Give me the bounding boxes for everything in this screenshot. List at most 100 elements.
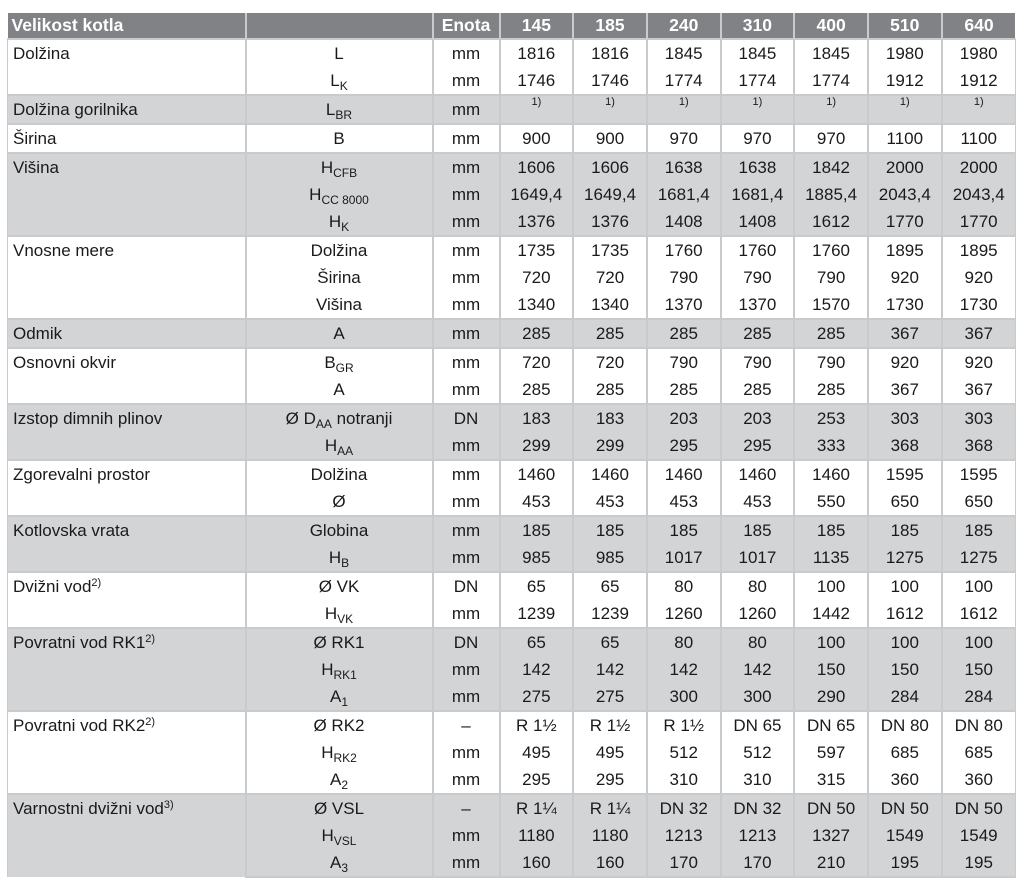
value-cell: 160	[498, 849, 574, 878]
value-cell: 900	[572, 123, 647, 153]
value-cell: 183	[498, 403, 574, 432]
group-label: Višina	[7, 152, 246, 236]
value-cell: 1612	[940, 600, 1016, 628]
value-cell: R 1¼	[498, 793, 574, 822]
value-cell: 1549	[866, 822, 942, 849]
header-symbol	[244, 13, 433, 39]
group-label: Dvižni vod2)	[7, 571, 246, 628]
value-cell: 790	[645, 264, 721, 291]
group-label-text: Vnosne mere	[13, 241, 115, 260]
value-cell: 275	[498, 683, 574, 711]
footnote-ref: 2)	[145, 716, 156, 728]
value-cell: 720	[498, 347, 574, 376]
value-cell: 1606	[498, 152, 574, 181]
value-cell: 185	[645, 515, 721, 544]
value-cell: 290	[793, 683, 868, 711]
value-cell: 65	[498, 627, 574, 656]
value-cell: 1213	[719, 822, 795, 849]
value-cell: 453	[572, 488, 647, 516]
value-cell: R 1½	[645, 710, 721, 739]
group-label: Vnosne mere	[7, 235, 246, 319]
value-cell: 1376	[498, 208, 574, 236]
value-cell: 284	[940, 683, 1016, 711]
value-cell: 920	[866, 264, 942, 291]
table-row: Dvižni vod2) Ø VK DN 65 65 80 80 100 100 100	[7, 571, 1016, 628]
value-cell: 360	[866, 766, 942, 794]
value-cell: 900	[498, 123, 574, 153]
value-cell: 1100	[940, 123, 1016, 153]
value-cell: 295	[498, 766, 574, 794]
symbol: L	[330, 71, 340, 90]
value-cell: 685	[866, 739, 942, 766]
symbol-cell: HRK2	[244, 739, 433, 766]
group-label-text: Odmik	[13, 324, 63, 343]
value-cell: 1845	[719, 38, 795, 67]
group-label-text: Varnostni dvižni vod	[13, 799, 164, 818]
value-cell: 1549	[940, 822, 1016, 849]
value-cell: 295	[719, 432, 795, 460]
value-cell: 203	[719, 403, 795, 432]
unit-cell: mm	[431, 235, 500, 264]
group-label: Izstop dimnih plinov	[7, 403, 246, 460]
table-row: HK mm 1376 1376 1408 1408 1612 1770 1770	[8, 208, 1016, 236]
value-cell: 1260	[719, 600, 795, 628]
value-cell: DN 65	[719, 710, 795, 739]
table-row: A1 mm 275 275 300 300 290 284 284	[8, 683, 1016, 711]
group-label: Odmik	[7, 318, 246, 348]
value-cell: 1275	[940, 544, 1016, 572]
symbol-subscript: 3	[341, 861, 349, 875]
value-cell: 720	[572, 347, 647, 376]
value-cell: 80	[645, 571, 721, 600]
symbol-subscript: B	[341, 556, 350, 570]
value-cell: 1595	[866, 459, 942, 488]
symbol: Širina	[317, 268, 361, 287]
value-cell: 1180	[572, 822, 647, 849]
value-cell: 1017	[719, 544, 795, 572]
symbol-subscript: VK	[337, 612, 354, 626]
header-unit: Enota	[431, 13, 500, 39]
group-label: Zgorevalni prostor	[7, 459, 246, 516]
value-cell: 367	[940, 376, 1016, 404]
symbol-cell: Ø DAA notranji	[244, 403, 433, 432]
table-row: HVK mm 1239 1239 1260 1260 1442 1612 1612	[8, 600, 1016, 628]
symbol: A	[329, 853, 342, 872]
symbol-cell: Ø VSL	[244, 793, 433, 822]
unit-cell: mm	[431, 432, 500, 460]
value-cell: 920	[940, 264, 1016, 291]
unit-cell: mm	[431, 683, 500, 711]
value-cell: 315	[793, 766, 868, 794]
value-cell: 1570	[793, 291, 868, 319]
value-cell: 285	[645, 376, 721, 404]
value-cell: 1370	[719, 291, 795, 319]
value-cell: 1460	[719, 459, 795, 488]
value-cell: DN 50	[866, 793, 942, 822]
value-cell: DN 32	[719, 793, 795, 822]
value-cell: 1760	[645, 235, 721, 264]
symbol: A	[329, 770, 342, 789]
symbol-subscript: RK2	[333, 751, 357, 765]
footnote-value: 1)	[678, 96, 689, 108]
symbol-cell: A1	[244, 683, 433, 711]
value-cell: 100	[866, 627, 942, 656]
value-cell: 1770	[866, 208, 942, 236]
value-cell: 160	[572, 849, 647, 878]
symbol: L	[334, 44, 344, 63]
group-label: Povratni vod RK12)	[7, 627, 246, 711]
symbol-subscript: 1	[341, 695, 349, 709]
value-cell: 920	[866, 347, 942, 376]
group-label: Širina	[7, 123, 246, 153]
unit-cell: mm	[431, 94, 500, 124]
symbol-cell: Ø VK	[244, 571, 433, 600]
value-cell: 495	[572, 739, 647, 766]
group-label-text: Povratni vod RK2	[13, 716, 146, 735]
symbol: H	[309, 185, 322, 204]
table-row: Višina mm 1340 1340 1370 1370 1570 1730 1730	[8, 291, 1016, 319]
value-cell: 1)	[719, 94, 795, 124]
value-cell: 1770	[940, 208, 1016, 236]
value-cell: 1460	[793, 459, 868, 488]
symbol: Ø RK1	[313, 633, 365, 652]
value-cell: 1442	[793, 600, 868, 628]
value-cell: 1649,4	[572, 181, 647, 208]
